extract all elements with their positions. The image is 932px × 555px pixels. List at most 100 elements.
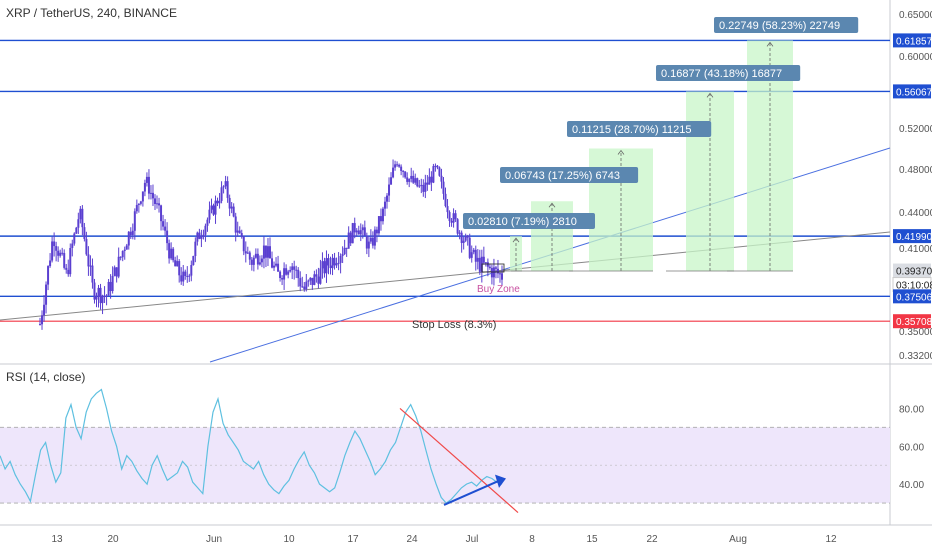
trendline-support (0, 231, 891, 321)
candle-body (456, 219, 459, 234)
candle-body (256, 253, 259, 265)
candle-body (127, 231, 130, 246)
candle-body (59, 252, 62, 256)
candle-body (129, 231, 132, 235)
candle-body (83, 227, 86, 239)
candle-body (299, 278, 302, 287)
price-tick-2: 0.52000 (899, 124, 932, 135)
candle-body (95, 296, 98, 300)
price-label-4: 03:10:08 (896, 281, 932, 292)
candle-body (335, 263, 338, 266)
candle-body (488, 266, 491, 268)
candle-body (254, 253, 257, 258)
candle-body (303, 286, 306, 290)
candle-body (307, 280, 310, 282)
time-label-3: 10 (283, 534, 295, 545)
candle-body (234, 216, 237, 233)
candle-body (339, 256, 342, 263)
candle-body (277, 263, 280, 272)
candle-body (135, 205, 138, 212)
candle-body (450, 220, 453, 223)
candle-body (232, 206, 235, 217)
candle-body (77, 219, 80, 228)
candle-body (137, 203, 140, 206)
candle-body (361, 227, 364, 231)
candle-body (347, 232, 350, 249)
candle-body (452, 213, 455, 223)
target-arrowhead-4 (706, 92, 714, 98)
target-label-1: 0.02810 (7.19%) 2810 (468, 216, 577, 228)
target-arrowhead-5 (766, 41, 774, 47)
candle-body (214, 200, 217, 215)
price-tick-1: 0.60000 (899, 52, 932, 63)
candle-body (337, 262, 340, 264)
candle-body (264, 245, 267, 258)
candle-body (501, 273, 503, 280)
candle-body (206, 219, 209, 226)
candle-body (383, 201, 386, 209)
candle-body (371, 237, 374, 246)
candle-body (293, 266, 296, 270)
candle-body (363, 227, 366, 236)
candle-body (470, 252, 473, 258)
price-label-bg-2 (893, 229, 931, 244)
candle-body (468, 237, 471, 258)
candle-body (200, 236, 203, 239)
candle-body (273, 265, 276, 268)
candle-body (141, 191, 144, 202)
candle-body (69, 247, 72, 275)
price-label-bg-6 (893, 314, 931, 329)
price-label-0: 0.61857 (896, 36, 932, 47)
candle-body (494, 267, 497, 269)
candle-body (291, 266, 294, 270)
candle-body (476, 257, 479, 262)
candle-body (289, 269, 292, 272)
candle-body (192, 256, 195, 266)
candle-body (153, 198, 156, 204)
candle-body (430, 176, 433, 183)
rsi-arrowhead (495, 474, 506, 488)
candle-body (462, 240, 465, 243)
candle-body (369, 237, 372, 242)
candle-body (258, 262, 261, 265)
candle-body (119, 256, 122, 258)
stop-loss-label: Stop Loss (8.3%) (412, 319, 496, 331)
candle-body (355, 230, 358, 233)
candle-body (390, 177, 393, 185)
candle-body (400, 166, 403, 171)
candle-body (240, 233, 243, 237)
candle-body (65, 267, 68, 270)
candle-body (43, 304, 46, 316)
candle-body (408, 178, 411, 182)
candle-body (85, 238, 88, 255)
candle-body (343, 247, 346, 255)
candle-body (45, 284, 48, 305)
candle-body (97, 287, 100, 297)
candle-body (325, 258, 328, 274)
candle-body (349, 232, 352, 244)
buy-zone-label: Buy Zone (477, 284, 520, 295)
candle-body (180, 275, 183, 282)
candle-body (190, 265, 193, 276)
candle-body (115, 267, 118, 277)
candle-body (216, 200, 219, 204)
candle-body (236, 230, 239, 233)
candle-body (57, 250, 60, 256)
candle-body (63, 253, 66, 268)
candle-body (440, 175, 443, 182)
candle-body (53, 241, 56, 247)
time-label-6: Jul (466, 534, 479, 545)
candle-body (460, 232, 463, 243)
candle-body (89, 265, 92, 267)
candle-body (151, 192, 154, 199)
candle-body (436, 165, 439, 168)
candle-body (438, 167, 441, 176)
candle-body (410, 175, 413, 179)
target-arrowhead-1 (512, 237, 520, 243)
candle-body (309, 277, 312, 281)
candle-body (176, 261, 179, 267)
candle-body (117, 256, 120, 277)
candle-body (242, 236, 245, 252)
